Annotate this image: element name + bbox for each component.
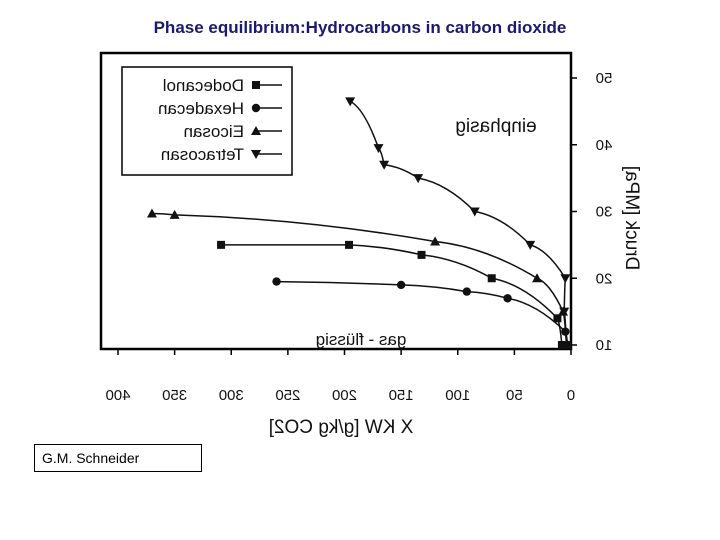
x-tick-label: 250 [275,387,300,404]
x-tick-label: 100 [445,387,470,404]
x-tick-label: 200 [332,387,357,404]
legend-label: Tetracosan [161,145,244,164]
series-point [169,209,180,219]
series-point [379,160,390,170]
x-axis-label: X KW [g/kg CO2] [269,417,414,438]
axis-labels: 0 50 100 150 200 250 300 350 400 10 20 30 40 50 X KW [… [105,70,642,438]
series-point [373,144,384,154]
legend-marker [251,103,261,113]
series-point [217,240,226,249]
series-point [462,287,472,296]
x-tick-label: 350 [162,387,187,404]
series-point [557,341,566,349]
annotation-gas-fluessig: gas - flüssig [316,330,407,349]
y-tick-label: 50 [596,70,613,87]
legend-label: Hexadecan [158,99,244,118]
legend-label: Dodecanol [163,76,244,95]
series-point [553,314,562,323]
y-tick-label: 40 [596,137,613,154]
credit-box: G.M. Schneider [34,444,202,472]
series-point [469,207,480,217]
y-tick-label: 30 [596,204,613,221]
annotation-einphasig: einphasig [455,116,536,137]
series-point [417,250,426,259]
chart-svg: 0 50 100 150 200 250 300 350 400 10 20 30 40 50 X KW [… [99,51,642,438]
series-point [503,294,512,303]
series-point [430,236,441,246]
axis-ticks [117,77,577,355]
series-point [396,280,406,290]
series-layer [146,97,572,350]
x-tick-label: 300 [219,387,244,404]
y-tick-label: 20 [596,270,613,287]
x-tick-label: 0 [567,387,575,404]
legend-marker [251,150,261,159]
series-point [413,174,424,184]
x-tick-label: 400 [105,387,130,404]
series-point [146,208,157,218]
page-title: Phase equilibrium:Hydrocarbons in carbon… [153,18,567,37]
series-point [345,97,356,107]
legend: Dodecanol Hexadecan Eicosan Tetracosan [121,66,293,176]
x-tick-label: 150 [389,387,414,404]
series-point [559,307,570,317]
series-point [560,274,571,284]
series-point [561,341,572,350]
chart: 0 50 100 150 200 250 300 350 400 10 20 30 40 50 X KW [… [96,50,642,440]
legend-label: Eicosan [184,122,244,141]
legend-marker [251,126,261,135]
series-point [532,273,543,283]
annotations: einphasig gas - flüssig [316,116,537,349]
x-tick-label: 50 [506,387,523,404]
y-tick-label: 10 [596,337,613,354]
legend-marker [252,81,260,89]
series-point [525,240,536,250]
series-point [272,277,281,286]
series-point [487,274,496,283]
y-axis-label: Druck [MPa] [621,166,642,271]
series-point [345,240,354,249]
